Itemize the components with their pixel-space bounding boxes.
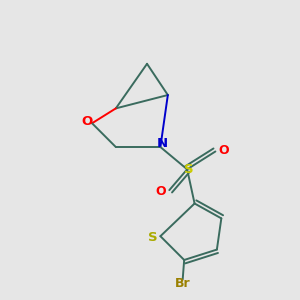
Text: S: S	[148, 231, 158, 244]
Text: O: O	[156, 185, 166, 198]
Text: Br: Br	[175, 277, 190, 290]
Text: O: O	[218, 143, 229, 157]
Text: S: S	[184, 163, 193, 176]
Text: N: N	[156, 137, 167, 150]
Text: O: O	[81, 115, 92, 128]
